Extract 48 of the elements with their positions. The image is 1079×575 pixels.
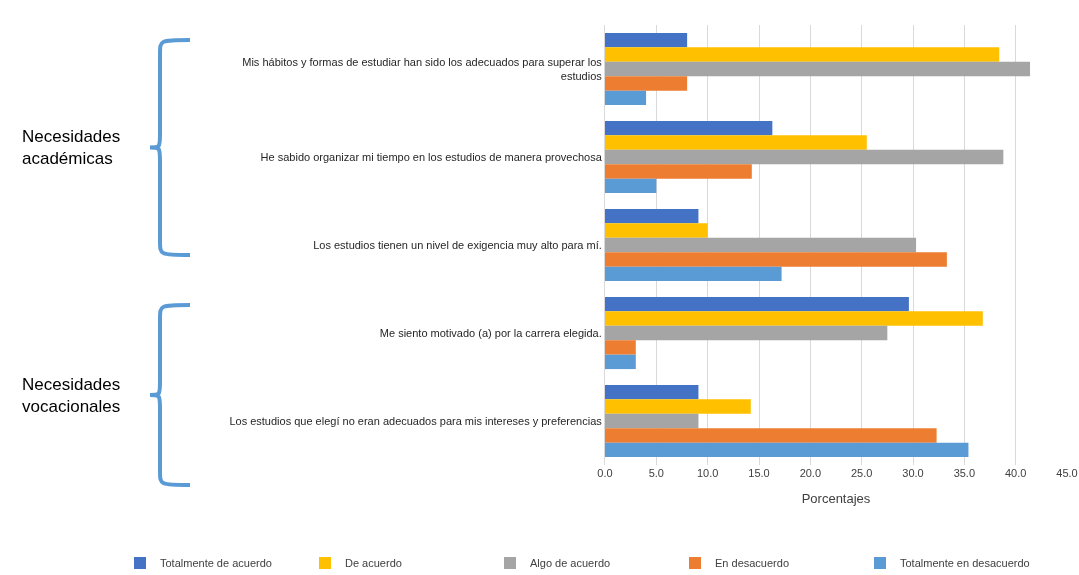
bar [605, 164, 752, 179]
x-tick-label: 45.0 [1056, 467, 1078, 479]
legend-label: Algo de acuerdo [530, 557, 611, 570]
bar [605, 223, 708, 238]
legend-label: Totalmente de acuerdo [160, 557, 272, 570]
bar [605, 384, 699, 400]
y-tick-label: He sabido organizar mi tiempo en los estudios de manera provechosa [260, 150, 603, 163]
bar [605, 32, 688, 48]
bar [605, 252, 947, 267]
bar [605, 428, 937, 443]
x-tick-label: 20.0 [799, 467, 822, 479]
y-tick-label: Mis hábitos y formas de estudiar han sido los adecuados para superar los estudios [242, 55, 603, 82]
y-tick-label: Los estudios tienen un nivel de exigencia muy alto para mí. [313, 238, 602, 251]
legend-label: En desacuerdo [715, 557, 789, 570]
text: Necesidades vocacionales [22, 375, 121, 417]
bar [605, 413, 699, 429]
y-tick-label: Me siento motivado (a) por la carrera elegida. [379, 326, 602, 339]
bar [605, 90, 647, 106]
bar [605, 76, 688, 91]
x-tick-label: 10.0 [696, 467, 719, 479]
x-tick-label: 15.0 [748, 467, 770, 479]
bar [605, 354, 636, 370]
bar [605, 135, 867, 150]
bar [605, 325, 888, 341]
bar [605, 340, 636, 355]
legend-label: De acuerdo [345, 557, 402, 570]
bar [605, 61, 1031, 77]
x-axis-title: Porcentajes [801, 490, 871, 506]
bar [605, 399, 751, 414]
bar [605, 120, 773, 136]
x-tick-label: 0.0 [597, 467, 613, 479]
bar [605, 208, 699, 224]
bar [605, 296, 909, 312]
bar [605, 47, 1000, 62]
bar [605, 311, 983, 326]
bar [605, 442, 969, 458]
legend-label: Totalmente en desacuerdo [900, 557, 1030, 570]
x-tick-label: 25.0 [850, 467, 873, 479]
x-tick-label: 35.0 [953, 467, 976, 479]
bar [605, 266, 782, 282]
x-tick-label: 40.0 [1004, 467, 1027, 479]
bar [605, 178, 657, 194]
text: Necesidades académicas [22, 127, 121, 169]
y-tick-label: Los estudios que elegí no eran adecuados para mis intereses y preferencias [229, 414, 603, 427]
x-tick-label: 30.0 [902, 467, 924, 479]
bar [605, 237, 917, 253]
bar [605, 149, 1004, 165]
x-tick-label: 5.0 [648, 467, 664, 479]
